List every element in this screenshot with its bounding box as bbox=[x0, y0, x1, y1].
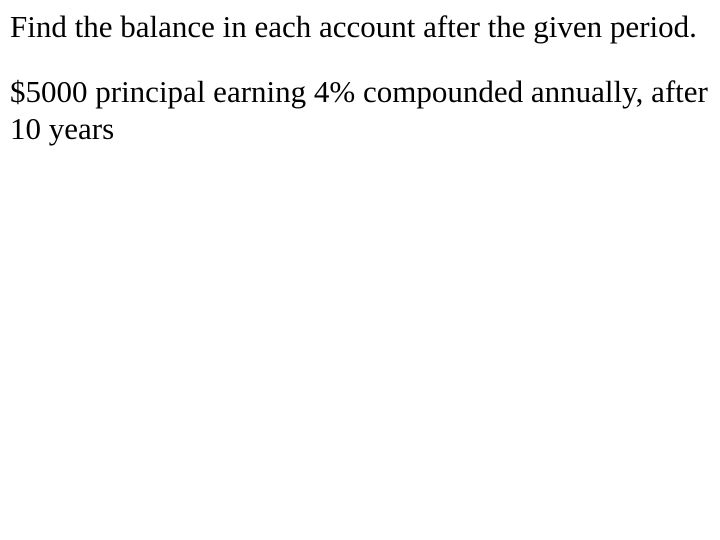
instruction-text: Find the balance in each account after t… bbox=[10, 8, 710, 45]
problem-text: $5000 principal earning 4% compounded an… bbox=[10, 73, 710, 147]
